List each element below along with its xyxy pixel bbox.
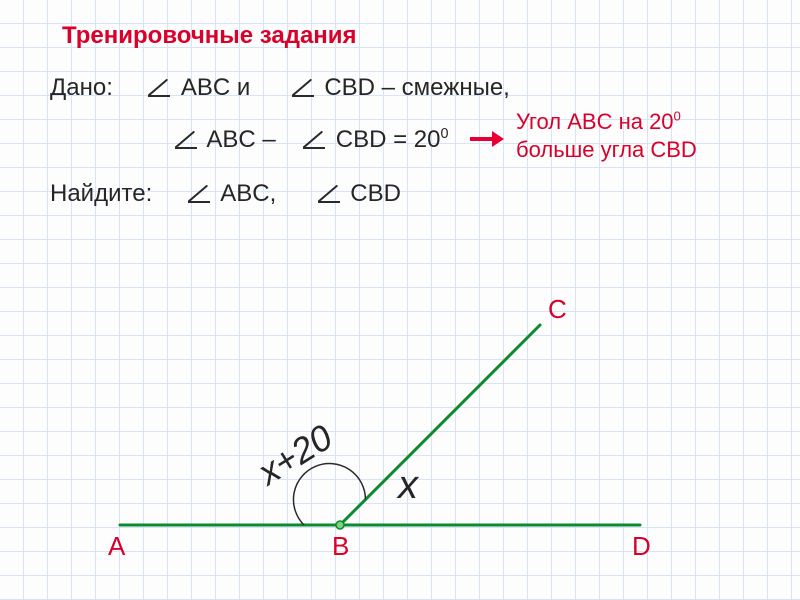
svg-text:C: C [548, 294, 567, 324]
svg-text:х: х [396, 463, 420, 507]
geometry-diagram: A B C Dх х+20 [0, 0, 800, 600]
svg-text:A: A [108, 531, 126, 561]
svg-text:D: D [632, 531, 651, 561]
svg-text:B: B [332, 531, 349, 561]
svg-text:х+20: х+20 [249, 416, 339, 494]
